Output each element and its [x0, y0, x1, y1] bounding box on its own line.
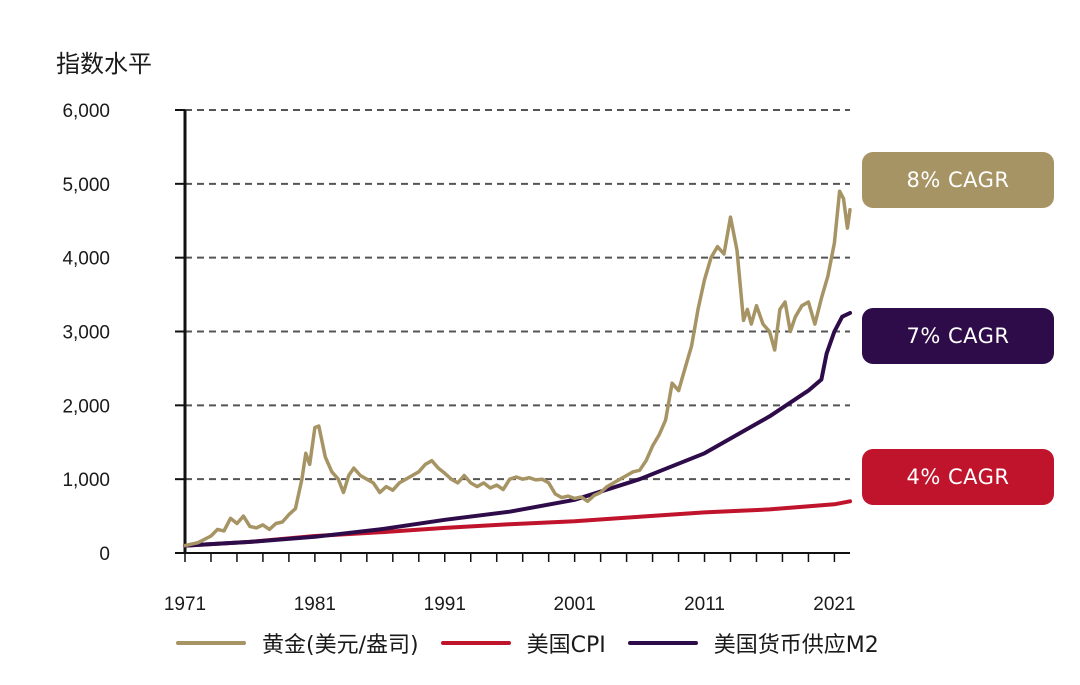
series-line-m2: [183, 311, 852, 548]
x-tick-label-2011: 2011: [684, 594, 725, 615]
tick-labels: 0 1,000 2,000 3,000 4,000 5,000 6,000 1971 1981 1…: [62, 101, 855, 615]
chart-legend: 黄金(美元/盎司) 美国CPI 美国货币供应M2: [176, 623, 901, 663]
x-tick-label-2021: 2021: [813, 594, 855, 615]
y-tick-label-6000: 6,000: [62, 101, 110, 122]
legend-item-cpi: 美国CPI: [440, 627, 606, 659]
y-tick-label-5000: 5,000: [62, 175, 110, 196]
legend-label-gold: 黄金(美元/盎司): [262, 633, 419, 658]
x-tick-label-1971: 1971: [164, 594, 206, 615]
legend-swatch-m2: [627, 641, 698, 645]
y-tick-label-2000: 2,000: [62, 396, 110, 417]
legend-label-m2: 美国货币供应M2: [713, 633, 879, 658]
x-tick-label-1981: 1981: [294, 594, 336, 615]
x-tick-label-2001: 2001: [554, 594, 596, 615]
cpi-cagr-text: 4% CAGR: [906, 465, 1010, 489]
axes: [175, 109, 850, 562]
m2-cagr-text: 7% CAGR: [906, 324, 1010, 348]
m2-cagr-badge: 7% CAGR: [862, 308, 1054, 364]
y-tick-label-0: 0: [99, 544, 110, 565]
cpi-cagr-badge: 4% CAGR: [862, 449, 1054, 505]
x-tick-label-1991: 1991: [424, 594, 466, 615]
legend-swatch-cpi: [440, 641, 511, 645]
series-line-gold: [183, 189, 852, 548]
series-lines: [183, 189, 852, 548]
legend-swatch-gold: [176, 641, 246, 645]
grid-lines: [185, 109, 850, 481]
legend-item-m2: 美国货币供应M2: [627, 627, 879, 659]
gold-cagr-text: 8% CAGR: [906, 168, 1010, 192]
y-tick-label-4000: 4,000: [62, 249, 110, 270]
y-tick-label-3000: 3,000: [62, 323, 110, 344]
legend-label-cpi: 美国CPI: [526, 633, 606, 658]
y-tick-label-1000: 1,000: [62, 470, 110, 491]
y-axis-unit-label: 指数水平: [56, 50, 152, 78]
legend-item-gold: 黄金(美元/盎司): [176, 627, 419, 659]
gold-cagr-badge: 8% CAGR: [862, 152, 1054, 208]
